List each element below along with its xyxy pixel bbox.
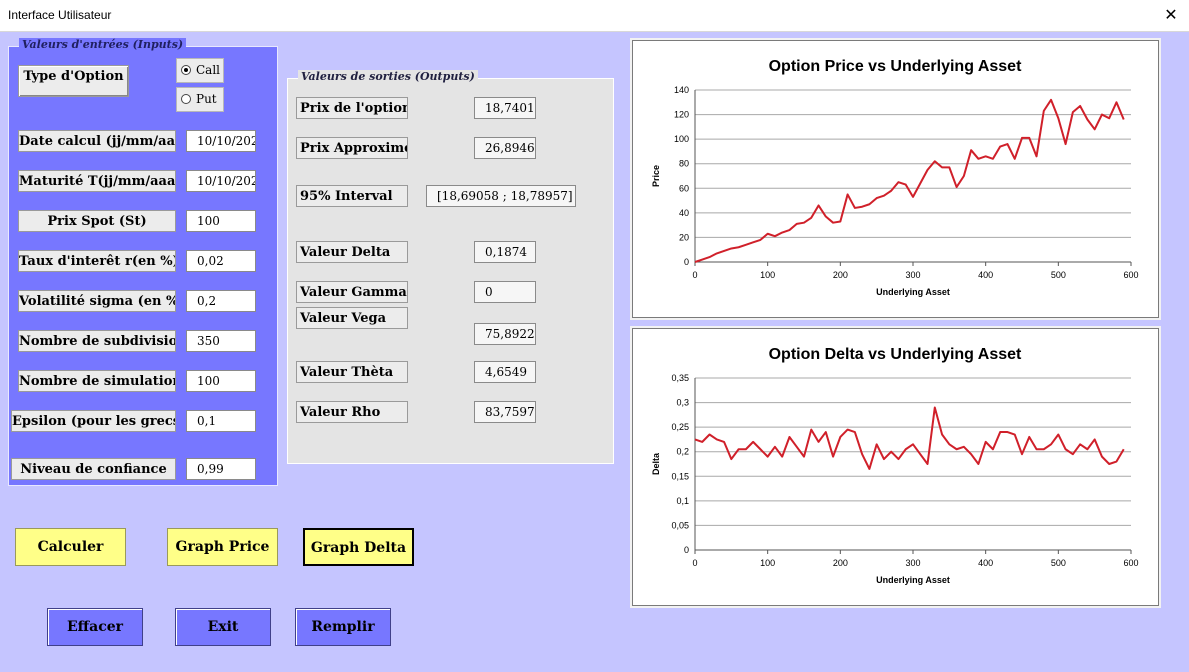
call-radio[interactable]: Call <box>176 58 224 83</box>
input-label-5: Nombre de subdivision <box>18 330 176 352</box>
chart1-ytick-label: 0,35 <box>671 373 689 383</box>
chart0-ylabel: Price <box>651 165 661 187</box>
chart0-ytick-label: 0 <box>684 257 689 267</box>
outputs-frame: Valeurs de sorties (Outputs) Prix de l'o… <box>287 70 614 464</box>
chart1-series-line <box>694 406 1125 470</box>
price-chart-panel: Option Price vs Underlying Asset 0 20 40 60 8… <box>632 40 1159 318</box>
output-label-7: Valeur Rho <box>296 401 408 423</box>
close-icon[interactable]: ✕ <box>1164 5 1178 24</box>
input-field-6[interactable]: 100 <box>186 370 256 392</box>
output-value-6: 4,6549 <box>474 361 536 383</box>
input-field-4[interactable]: 0,2 <box>186 290 256 312</box>
chart0-xlabel: Underlying Asset <box>876 287 950 297</box>
chart1-title: Option Delta vs Underlying Asset <box>769 346 1022 363</box>
put-radio-indicator <box>181 93 191 104</box>
chart1-ytick-label: 0,15 <box>671 471 689 481</box>
chart0-title: Option Price vs Underlying Asset <box>769 58 1022 75</box>
chart0-xtick-label: 200 <box>833 270 848 280</box>
output-label-4: Valeur Gamma <box>296 281 408 303</box>
input-field-3[interactable]: 0,02 <box>186 250 256 272</box>
chart0-ytick-label: 80 <box>679 159 689 169</box>
output-value-1: 26,8946 <box>474 137 536 159</box>
output-value-0: 18,7401 <box>474 97 536 119</box>
input-label-1: Maturité T(jj/mm/aaaa) <box>18 170 176 192</box>
graph-delta-button[interactable]: Graph Delta <box>303 528 414 566</box>
input-label-8: Niveau de confiance <box>11 458 176 480</box>
chart1-xtick-label: 600 <box>1123 558 1138 568</box>
input-field-5[interactable]: 350 <box>186 330 256 352</box>
client-area: Valeurs d'entrées (Inputs) Type d'Option… <box>0 32 1189 672</box>
chart1-ytick-label: 0,05 <box>671 520 689 530</box>
inputs-legend: Valeurs d'entrées (Inputs) <box>19 38 187 52</box>
output-label-2: 95% Interval <box>296 185 408 207</box>
delta-chart: Option Delta vs Underlying Asset 0 0,05 0,1… <box>651 346 1139 585</box>
input-label-4: Volatilité sigma (en %) <box>18 290 176 312</box>
input-label-0: Date calcul (jj/mm/aaaa) <box>18 130 176 152</box>
output-label-6: Valeur Thèta <box>296 361 408 383</box>
output-label-1: Prix Approximé <box>296 137 408 159</box>
chart0-xtick-label: 600 <box>1123 270 1138 280</box>
output-value-5: 75,8922 <box>474 323 536 345</box>
chart0-xtick-label: 0 <box>692 270 697 280</box>
chart1-xtick-label: 400 <box>978 558 993 568</box>
graph-price-button[interactable]: Graph Price <box>167 528 278 566</box>
inputs-frame: Valeurs d'entrées (Inputs) Type d'Option… <box>8 38 278 486</box>
chart0-ytick-label: 140 <box>674 85 689 95</box>
input-field-8[interactable]: 0,99 <box>186 458 256 480</box>
chart0-ytick-label: 120 <box>674 110 689 120</box>
chart0-ytick-label: 100 <box>674 134 689 144</box>
chart1-xtick-label: 500 <box>1051 558 1066 568</box>
chart1-ytick-label: 0,25 <box>671 422 689 432</box>
output-value-2: [18,69058 ; 18,78957] <box>426 185 576 207</box>
chart1-ytick-label: 0 <box>684 545 689 555</box>
call-radio-label: Call <box>196 63 221 77</box>
input-label-6: Nombre de simulation <box>18 370 176 392</box>
input-label-2: Prix Spot (St) <box>18 210 176 232</box>
window-title: Interface Utilisateur <box>8 8 112 22</box>
delta-chart-panel: Option Delta vs Underlying Asset 0 0,05 0,1… <box>632 328 1159 606</box>
price-chart: Option Price vs Underlying Asset 0 20 40 60 8… <box>651 58 1139 297</box>
input-label-3: Taux d'interêt r(en %) <box>18 250 176 272</box>
outputs-legend: Valeurs de sorties (Outputs) <box>298 70 478 84</box>
input-field-2[interactable]: 100 <box>186 210 256 232</box>
output-label-3: Valeur Delta <box>296 241 408 263</box>
calculer-button[interactable]: Calculer <box>15 528 126 566</box>
output-value-4: 0 <box>474 281 536 303</box>
chart0-series-line <box>694 98 1125 263</box>
exit-button[interactable]: Exit <box>175 608 271 646</box>
input-field-7[interactable]: 0,1 <box>186 410 256 432</box>
chart1-ytick-label: 0,2 <box>676 447 689 457</box>
input-field-0[interactable]: 10/10/2020 <box>186 130 256 152</box>
chart0-ytick-label: 20 <box>679 232 689 242</box>
output-label-5: Valeur Vega <box>296 307 408 329</box>
title-bar: Interface Utilisateur ✕ <box>0 0 1189 32</box>
output-label-0: Prix de l'option <box>296 97 408 119</box>
chart0-xtick-label: 400 <box>978 270 993 280</box>
chart0-ytick-label: 60 <box>679 183 689 193</box>
chart1-xtick-label: 300 <box>905 558 920 568</box>
call-radio-indicator <box>181 64 191 75</box>
chart1-ytick-label: 0,1 <box>676 496 689 506</box>
remplir-button[interactable]: Remplir <box>295 608 391 646</box>
chart0-xtick-label: 100 <box>760 270 775 280</box>
option-type-button[interactable]: Type d'Option <box>18 65 129 97</box>
chart1-xlabel: Underlying Asset <box>876 575 950 585</box>
put-radio-label: Put <box>196 92 217 106</box>
output-value-7: 83,7597 <box>474 401 536 423</box>
chart1-ytick-label: 0,3 <box>676 398 689 408</box>
input-field-1[interactable]: 10/10/2022 <box>186 170 256 192</box>
chart1-xtick-label: 100 <box>760 558 775 568</box>
put-radio[interactable]: Put <box>176 87 224 112</box>
chart1-xtick-label: 0 <box>692 558 697 568</box>
chart1-xtick-label: 200 <box>833 558 848 568</box>
output-value-3: 0,1874 <box>474 241 536 263</box>
chart0-xtick-label: 500 <box>1051 270 1066 280</box>
chart0-xtick-label: 300 <box>905 270 920 280</box>
chart0-ytick-label: 40 <box>679 208 689 218</box>
input-label-7: Epsilon (pour les grecs) <box>11 410 176 432</box>
chart1-ylabel: Delta <box>651 452 661 475</box>
effacer-button[interactable]: Effacer <box>47 608 143 646</box>
